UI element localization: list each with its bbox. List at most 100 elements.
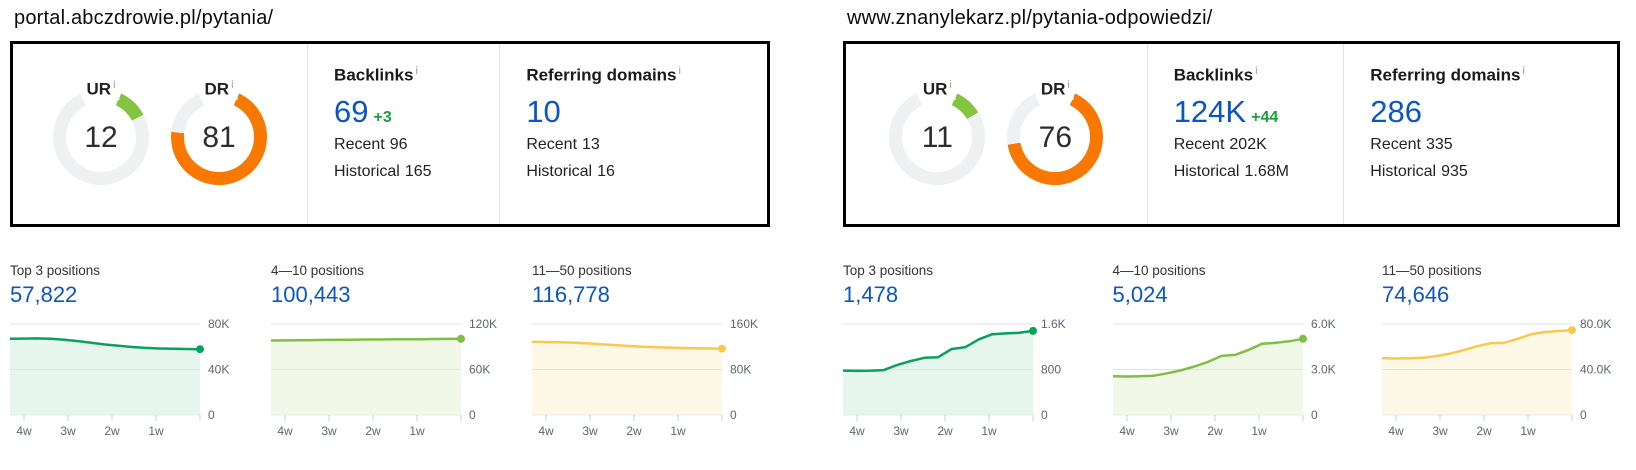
referring-domains-historical: Historical 935 bbox=[1370, 162, 1468, 180]
svg-text:2w: 2w bbox=[104, 424, 120, 438]
info-icon[interactable]: i bbox=[949, 79, 952, 91]
svg-text:80K: 80K bbox=[730, 363, 751, 377]
dr-gauge-ring bbox=[1007, 89, 1104, 185]
chart-4-10-positions: 4—10 positions 5,024 4w 3w 2w 1w 6.0K 3.0K 0 bbox=[1112, 263, 1351, 446]
svg-text:6.0K: 6.0K bbox=[1311, 318, 1336, 331]
backlinks-count: 124K +44 bbox=[1174, 96, 1336, 127]
chart-top3-positions: Top 3 positions 57,822 4w 3w 2w 1w 80K 40K 0 bbox=[10, 263, 248, 446]
svg-text:0: 0 bbox=[469, 408, 476, 422]
svg-text:0: 0 bbox=[1041, 408, 1048, 422]
backlinks-count: 69 +3 bbox=[334, 96, 491, 127]
svg-text:60K: 60K bbox=[469, 363, 490, 377]
chart-value-link[interactable]: 74,646 bbox=[1382, 282, 1450, 307]
info-icon[interactable]: i bbox=[113, 79, 116, 91]
ur-value: 12 bbox=[84, 121, 118, 154]
info-icon[interactable]: i bbox=[231, 79, 234, 91]
svg-text:1w: 1w bbox=[1251, 424, 1267, 438]
chart-value-link[interactable]: 100,443 bbox=[271, 282, 351, 307]
info-icon[interactable]: i bbox=[1067, 79, 1070, 91]
referring-domains-historical: Historical 16 bbox=[526, 162, 615, 180]
svg-text:4w: 4w bbox=[1119, 424, 1135, 438]
info-icon[interactable]: i bbox=[1522, 65, 1525, 77]
svg-text:3w: 3w bbox=[582, 424, 598, 438]
svg-text:4w: 4w bbox=[16, 424, 32, 438]
referring-domains-title: Referring domains i bbox=[1370, 65, 1525, 85]
backlinks-count-link[interactable]: 69 bbox=[334, 93, 369, 129]
backlinks-recent: Recent 96 bbox=[334, 135, 408, 153]
chart-title: 11—50 positions bbox=[1382, 263, 1482, 278]
chart-value-link[interactable]: 1,478 bbox=[843, 282, 899, 307]
chart-top3-positions: Top 3 positions 1,478 4w 3w 2w 1w 1.6K 800 0 bbox=[843, 263, 1081, 446]
ur-label: UR i bbox=[82, 79, 120, 100]
svg-text:2w: 2w bbox=[365, 424, 381, 438]
svg-text:40K: 40K bbox=[208, 363, 229, 377]
site-panel-abczdrowie: portal.abczdrowie.pl/pytania/ UR i 12 DR i… bbox=[10, 0, 770, 446]
svg-text:4w: 4w bbox=[849, 424, 865, 438]
dr-gauge-ring bbox=[171, 89, 268, 185]
chart-11-50-positions: 11—50 positions 74,646 4w 3w 2w 1w 80.0K 40.0… bbox=[1382, 263, 1620, 446]
svg-text:3.0K: 3.0K bbox=[1311, 363, 1336, 377]
site-url: www.znanylekarz.pl/pytania-odpowiedzi/ bbox=[847, 7, 1213, 29]
positions-charts-row: Top 3 positions 57,822 4w 3w 2w 1w 80K 40K 0 4… bbox=[10, 263, 770, 446]
ur-gauge: UR i 11 bbox=[889, 79, 986, 185]
backlinks-delta: +44 bbox=[1251, 108, 1279, 126]
metrics-panel: UR i 11 DR i 76 Backlinks i 124K +44 Recent 2… bbox=[843, 41, 1620, 227]
svg-text:800: 800 bbox=[1041, 363, 1061, 377]
svg-text:1w: 1w bbox=[981, 424, 997, 438]
site-url: portal.abczdrowie.pl/pytania/ bbox=[14, 7, 274, 29]
svg-text:3w: 3w bbox=[321, 424, 337, 438]
svg-text:2w: 2w bbox=[626, 424, 642, 438]
referring-domains-count-link[interactable]: 286 bbox=[1370, 93, 1423, 129]
referring-domains-recent: Recent 13 bbox=[526, 135, 600, 153]
rating-gauges: UR i 11 DR i 76 bbox=[846, 44, 1147, 224]
info-icon[interactable]: i bbox=[1255, 65, 1258, 77]
area-chart: 4w 3w 2w 1w 6.0K 3.0K 0 bbox=[1112, 318, 1351, 446]
svg-text:4w: 4w bbox=[538, 424, 554, 438]
chart-title: Top 3 positions bbox=[843, 263, 934, 278]
positions-charts-row: Top 3 positions 1,478 4w 3w 2w 1w 1.6K 800 0 4… bbox=[843, 263, 1620, 446]
referring-domains-recent: Recent 335 bbox=[1370, 135, 1453, 153]
area-chart: 4w 3w 2w 1w 120K 60K 0 bbox=[271, 318, 509, 446]
dr-value: 76 bbox=[1038, 121, 1073, 154]
ur-gauge: UR i 12 bbox=[53, 79, 150, 185]
svg-text:2w: 2w bbox=[1476, 424, 1492, 438]
chart-title: 11—50 positions bbox=[532, 263, 632, 278]
svg-text:80K: 80K bbox=[208, 318, 229, 331]
svg-text:3w: 3w bbox=[60, 424, 76, 438]
backlinks-title: Backlinks i bbox=[1173, 65, 1258, 85]
backlinks-column: Backlinks i 124K +44 Recent 202K Historical… bbox=[1146, 44, 1344, 224]
backlinks-column: Backlinks i 69 +3 Recent 96 Historical 165 bbox=[307, 44, 499, 224]
referring-domains-title: Referring domains i bbox=[526, 65, 681, 85]
referring-domains-count: 286 bbox=[1370, 96, 1609, 127]
svg-text:1w: 1w bbox=[409, 424, 425, 438]
site-panel-znanylekarz: www.znanylekarz.pl/pytania-odpowiedzi/ U… bbox=[843, 0, 1620, 446]
svg-text:80.0K: 80.0K bbox=[1580, 318, 1611, 331]
info-icon[interactable]: i bbox=[678, 65, 681, 77]
svg-text:1w: 1w bbox=[670, 424, 686, 438]
ur-gauge-ring bbox=[889, 89, 986, 185]
backlinks-recent: Recent 202K bbox=[1173, 135, 1267, 153]
backlinks-count-link[interactable]: 124K bbox=[1173, 93, 1247, 129]
dr-value: 81 bbox=[202, 121, 236, 154]
chart-value-link[interactable]: 116,778 bbox=[532, 282, 610, 307]
chart-11-50-positions: 11—50 positions 116,778 4w 3w 2w 1w 160K 80K 0 bbox=[532, 263, 770, 446]
chart-value-link[interactable]: 5,024 bbox=[1112, 282, 1168, 307]
dr-gauge: DR i 76 bbox=[1007, 79, 1104, 185]
info-icon[interactable]: i bbox=[415, 65, 418, 77]
svg-text:3w: 3w bbox=[893, 424, 909, 438]
ur-gauge-ring bbox=[53, 89, 150, 185]
backlinks-delta: +3 bbox=[373, 108, 392, 126]
area-chart: 4w 3w 2w 1w 80K 40K 0 bbox=[10, 318, 248, 446]
chart-value-link[interactable]: 57,822 bbox=[10, 282, 78, 307]
svg-text:0: 0 bbox=[1311, 408, 1318, 422]
svg-text:1w: 1w bbox=[1520, 424, 1536, 438]
svg-text:1.6K: 1.6K bbox=[1041, 318, 1066, 331]
referring-domains-count-link[interactable]: 10 bbox=[526, 93, 561, 129]
area-chart: 4w 3w 2w 1w 160K 80K 0 bbox=[532, 318, 770, 446]
referring-domains-count: 10 bbox=[526, 96, 759, 127]
svg-text:4w: 4w bbox=[277, 424, 293, 438]
svg-text:3w: 3w bbox=[1432, 424, 1448, 438]
svg-text:2w: 2w bbox=[1207, 424, 1223, 438]
svg-text:160K: 160K bbox=[730, 318, 758, 331]
svg-text:2w: 2w bbox=[937, 424, 953, 438]
